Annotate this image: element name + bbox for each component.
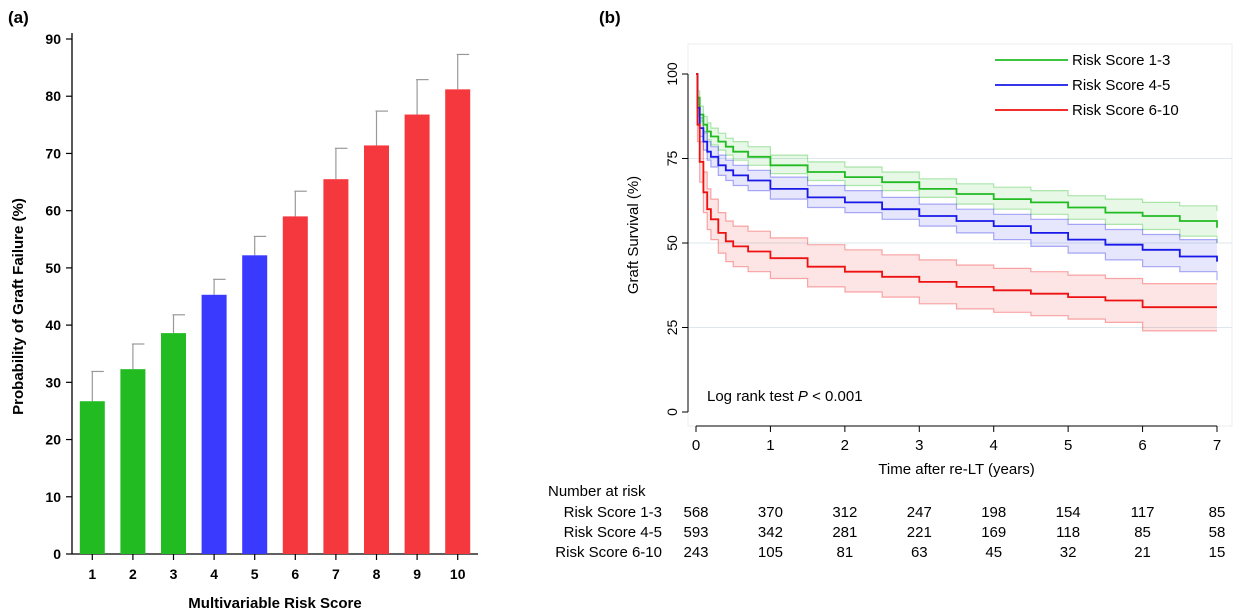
- bar-5: [242, 255, 268, 555]
- bar-9: [404, 114, 430, 555]
- legend-label-3: Risk Score 6-10: [1072, 102, 1179, 119]
- risk-count: 85: [1209, 504, 1226, 521]
- annotation-p: P: [798, 388, 808, 405]
- survival-line-1: [696, 73, 1218, 228]
- risk-count: 118: [1056, 524, 1080, 541]
- risk-count: 247: [907, 504, 932, 521]
- risk-count: 105: [758, 544, 783, 561]
- survival-line-2: [696, 73, 1218, 262]
- ci-upper-1: [696, 73, 1218, 211]
- log-rank-annotation: Log rank test P < 0.001: [707, 388, 863, 405]
- y-tick-label: 100: [664, 62, 680, 86]
- risk-count: 281: [832, 524, 857, 541]
- x-tick-label: 2: [129, 566, 137, 582]
- risk-count: 45: [985, 544, 1002, 561]
- bar-1: [79, 401, 105, 554]
- risk-count: 312: [832, 504, 857, 521]
- x-tick-label: 6: [1138, 437, 1146, 454]
- bar-chart-panel-a: 0 10 20 30 40 50 60 70 80 90 1 2 3 4 5 6 7 8 9 10 Multivaria…: [10, 31, 478, 612]
- bar-6: [282, 216, 308, 554]
- risk-count: 81: [837, 544, 854, 561]
- bar-10: [445, 89, 471, 554]
- risk-count: 198: [981, 504, 1006, 521]
- y-tick-label: 10: [45, 489, 61, 505]
- y-tick-label: 30: [45, 374, 61, 390]
- bar-4: [201, 294, 227, 554]
- annotation-suffix: < 0.001: [808, 388, 863, 405]
- bar-7: [323, 179, 349, 554]
- risk-count: 21: [1134, 544, 1151, 561]
- risk-count: 32: [1060, 544, 1077, 561]
- panel-a-label: (a): [8, 8, 29, 27]
- legend-label-2: Risk Score 4-5: [1072, 77, 1170, 94]
- x-tick-label: 1: [766, 437, 774, 454]
- x-tick-label: 9: [413, 566, 421, 582]
- risk-count: 342: [758, 524, 783, 541]
- y-tick-label: 80: [45, 88, 61, 104]
- ci-lower-3: [696, 73, 1217, 332]
- x-tick-label: 3: [915, 437, 923, 454]
- y-tick-label: 50: [45, 260, 61, 276]
- risk-count: 221: [907, 524, 932, 541]
- ci-upper-2: [696, 73, 1218, 243]
- y-axis-label: Graft Survival (%): [625, 176, 642, 294]
- y-tick-label: 0: [53, 546, 61, 562]
- x-axis-label: Time after re-LT (years): [878, 461, 1034, 478]
- x-axis-label: Multivariable Risk Score: [188, 595, 361, 612]
- x-tick-label: 0: [692, 437, 700, 454]
- ci-band-1: [696, 74, 1217, 243]
- plot-frame: [687, 43, 1233, 427]
- risk-count: 154: [1056, 504, 1081, 521]
- y-tick-label: 25: [664, 320, 680, 336]
- ci-upper-3: [696, 73, 1217, 285]
- x-tick-label: 2: [841, 437, 849, 454]
- x-tick-label: 10: [450, 566, 466, 582]
- x-tick-label: 5: [1064, 437, 1072, 454]
- risk-count: 63: [911, 544, 928, 561]
- x-tick-label: 3: [170, 566, 178, 582]
- y-tick-label: 60: [45, 203, 61, 219]
- x-tick-label: 6: [291, 566, 299, 582]
- x-tick-label: 1: [88, 566, 96, 582]
- risk-count: 568: [683, 504, 708, 521]
- y-tick-label: 40: [45, 317, 61, 333]
- x-tick-label: 4: [210, 566, 218, 582]
- risk-row-label-3: Risk Score 6-10: [555, 544, 662, 561]
- y-tick-label: 50: [664, 235, 680, 251]
- y-tick-label: 20: [45, 432, 61, 448]
- panel-b-label: (b): [599, 8, 621, 27]
- risk-row-label-1: Risk Score 1-3: [564, 504, 662, 521]
- bar-8: [364, 145, 389, 554]
- y-tick-label: 75: [664, 151, 680, 167]
- y-axis-label: Probability of Graft Failure (%): [10, 198, 27, 415]
- risk-count: 15: [1209, 544, 1226, 561]
- risk-count: 370: [758, 504, 783, 521]
- risk-count: 58: [1209, 524, 1226, 541]
- risk-count: 169: [981, 524, 1006, 541]
- x-tick-label: 4: [990, 437, 998, 454]
- bar-3: [161, 333, 186, 554]
- y-tick-label: 0: [664, 408, 680, 416]
- bar-2: [120, 369, 146, 554]
- risk-count: 593: [683, 524, 708, 541]
- x-tick-label: 7: [332, 566, 340, 582]
- risk-count: 85: [1134, 524, 1151, 541]
- x-tick-label: 7: [1213, 437, 1221, 454]
- legend-label-1: Risk Score 1-3: [1072, 52, 1170, 69]
- y-tick-label: 90: [45, 31, 61, 47]
- ci-lower-2: [696, 73, 1218, 281]
- survival-line-3: [696, 73, 1217, 309]
- ci-lower-1: [696, 73, 1218, 243]
- x-tick-label: 5: [251, 566, 259, 582]
- risk-row-label-2: Risk Score 4-5: [564, 524, 662, 541]
- risk-count: 117: [1131, 504, 1155, 521]
- risk-count: 243: [683, 544, 708, 561]
- risk-table-title: Number at risk: [548, 483, 646, 500]
- ci-band-2: [696, 74, 1217, 281]
- annotation-prefix: Log rank test: [707, 388, 798, 405]
- x-tick-label: 8: [373, 566, 381, 582]
- y-tick-label: 70: [45, 145, 61, 161]
